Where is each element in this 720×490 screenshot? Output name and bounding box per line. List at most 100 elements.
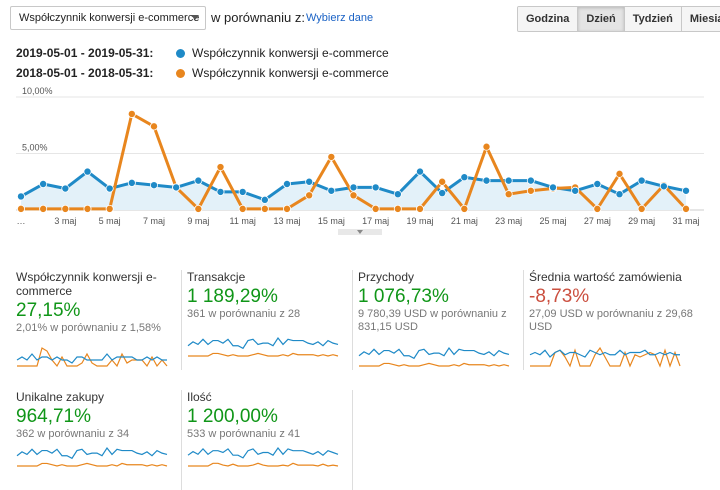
data-point bbox=[637, 176, 646, 185]
data-point bbox=[659, 182, 668, 191]
legend-row-previous: 2018-05-01 - 2018-05-31: Współczynnik ko… bbox=[16, 66, 389, 80]
data-point bbox=[526, 176, 535, 185]
data-point bbox=[61, 204, 70, 213]
data-point bbox=[349, 191, 358, 200]
data-point bbox=[526, 186, 535, 195]
data-point bbox=[460, 204, 469, 213]
data-point bbox=[216, 187, 225, 196]
x-tick-label: 7 maj bbox=[143, 216, 165, 226]
scorecard[interactable]: Średnia wartość zamówienia -8,73% 27,09 US… bbox=[529, 270, 695, 370]
data-point bbox=[327, 152, 336, 161]
scorecard-title: Transakcje bbox=[187, 270, 246, 284]
scorecard-comparison: 27,09 USD w porównaniu z 29,68 USD bbox=[529, 308, 693, 333]
data-point bbox=[83, 167, 92, 176]
data-point bbox=[305, 191, 314, 200]
scorecard[interactable]: Przychody 1 076,73% 9 780,39 USD w porówna… bbox=[358, 270, 524, 370]
data-point bbox=[327, 186, 336, 195]
scorecard[interactable]: Współczynnik konwersji e-commerce 27,15% 2… bbox=[16, 270, 182, 370]
sparkline-current bbox=[358, 346, 510, 360]
scorecard-title: Przychody bbox=[358, 270, 415, 284]
legend-series-name: Współczynnik konwersji e-commerce bbox=[192, 66, 389, 80]
data-point bbox=[16, 192, 25, 201]
data-point bbox=[16, 204, 25, 213]
data-point bbox=[615, 169, 624, 178]
data-point bbox=[415, 167, 424, 176]
sparkline-previous bbox=[359, 362, 510, 367]
sparkline-previous bbox=[17, 347, 168, 368]
scorecard[interactable]: Transakcje 1 189,29% 361 w porównaniu z 28 bbox=[187, 270, 353, 370]
sparkline bbox=[187, 336, 339, 357]
scorecard-comparison: 533 w porównaniu z 41 bbox=[187, 428, 301, 440]
data-point bbox=[83, 204, 92, 213]
data-point bbox=[504, 190, 513, 199]
granularity-month-button[interactable]: Miesiąc bbox=[680, 7, 720, 31]
chart-resize-handle[interactable] bbox=[338, 229, 382, 235]
data-point bbox=[149, 122, 158, 131]
sparkline bbox=[529, 346, 681, 368]
metric-select[interactable]: Współczynnik konwersji e-commerce bbox=[10, 6, 206, 30]
data-point bbox=[149, 181, 158, 190]
x-tick-label: 21 maj bbox=[451, 216, 478, 226]
line-chart[interactable]: 10,00% 5,00% … 3 maj 5 maj 7 maj 9 maj 11 maj 13… bbox=[0, 86, 720, 231]
legend-dot-icon bbox=[176, 68, 185, 78]
sparkline-previous bbox=[188, 462, 339, 467]
x-tick-label: 11 maj bbox=[229, 216, 255, 226]
data-point bbox=[504, 176, 513, 185]
sparkline-previous bbox=[530, 346, 681, 368]
data-point bbox=[127, 109, 136, 118]
chevron-down-icon bbox=[191, 15, 199, 20]
data-point bbox=[371, 183, 380, 192]
data-point bbox=[260, 195, 269, 204]
scorecard-comparison: 2,01% w porównaniu z 1,58% bbox=[16, 322, 161, 334]
legend-dot-icon bbox=[176, 48, 185, 58]
scorecard-change: 1 189,29% bbox=[187, 286, 278, 307]
data-point bbox=[194, 204, 203, 213]
x-tick-label: 29 maj bbox=[628, 216, 655, 226]
legend-series-name: Współczynnik konwersji e-commerce bbox=[192, 46, 389, 60]
legend-range: 2018-05-01 - 2018-05-31: bbox=[16, 66, 154, 80]
data-point bbox=[39, 204, 48, 213]
data-point bbox=[637, 204, 646, 213]
data-point bbox=[61, 184, 70, 193]
scorecard-title: Ilość bbox=[187, 390, 212, 404]
scorecard[interactable]: Unikalne zakupy 964,71% 362 w porównaniu z… bbox=[16, 390, 182, 490]
data-point bbox=[460, 173, 469, 182]
data-point bbox=[216, 163, 225, 172]
data-point bbox=[393, 190, 402, 199]
data-point bbox=[415, 204, 424, 213]
granularity-hour-button[interactable]: Godzina bbox=[518, 7, 578, 31]
scorecard-comparison: 361 w porównaniu z 28 bbox=[187, 308, 301, 320]
data-point bbox=[593, 180, 602, 189]
x-tick-label: 9 maj bbox=[187, 216, 209, 226]
metric-select-value: Współczynnik konwersji e-commerce bbox=[19, 12, 200, 24]
x-tick-label: 31 maj bbox=[672, 216, 699, 226]
sparkline-current bbox=[187, 446, 339, 459]
x-tick-label: 15 maj bbox=[318, 216, 345, 226]
sparkline-previous bbox=[188, 352, 339, 357]
scorecard-comparison: 9 780,39 USD w porównaniu z 831,15 USD bbox=[358, 308, 507, 333]
sparkline-previous bbox=[17, 462, 168, 467]
scorecard-comparison: 362 w porównaniu z 34 bbox=[16, 428, 130, 440]
scorecard[interactable]: Ilość 1 200,00% 533 w porównaniu z 41 bbox=[187, 390, 353, 490]
granularity-buttons: Godzina Dzień Tydzień Miesiąc bbox=[517, 6, 720, 32]
data-point bbox=[282, 204, 291, 213]
data-point bbox=[482, 176, 491, 185]
data-point bbox=[39, 180, 48, 189]
x-tick-label: … bbox=[17, 216, 26, 226]
y-tick-label: 5,00% bbox=[22, 143, 48, 153]
choose-data-link[interactable]: Wybierz dane bbox=[306, 12, 374, 24]
data-point bbox=[127, 178, 136, 187]
data-point bbox=[260, 204, 269, 213]
sparkline-current bbox=[16, 353, 167, 364]
legend-row-current: 2019-05-01 - 2019-05-31: Współczynnik ko… bbox=[16, 46, 389, 60]
data-point bbox=[238, 204, 247, 213]
x-tick-label: 5 maj bbox=[99, 216, 121, 226]
data-point bbox=[438, 189, 447, 198]
data-point bbox=[305, 177, 314, 186]
data-point bbox=[105, 184, 114, 193]
scorecard-change: 964,71% bbox=[16, 406, 92, 427]
granularity-week-button[interactable]: Tydzień bbox=[623, 7, 681, 31]
data-point bbox=[349, 183, 358, 192]
granularity-day-button[interactable]: Dzień bbox=[577, 7, 624, 31]
sparkline bbox=[16, 347, 168, 368]
